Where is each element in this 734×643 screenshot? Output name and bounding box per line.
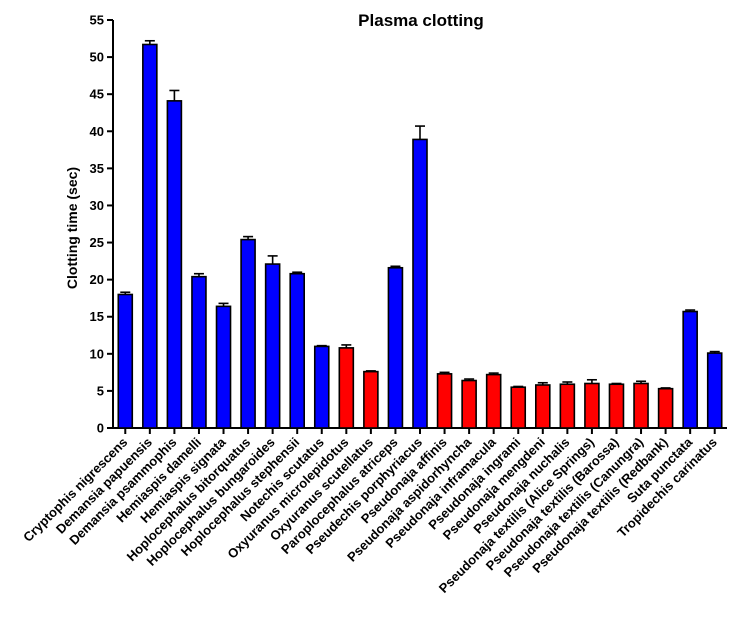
- y-tick-label: 45: [90, 87, 104, 102]
- y-tick-label: 30: [90, 198, 104, 213]
- y-ticks: 0 5 10 15 20 25 30 35 40 45 50 55: [90, 13, 113, 436]
- bar: [608, 383, 625, 429]
- error-bars: [120, 39, 720, 389]
- bar: [461, 379, 477, 429]
- bar: [706, 352, 723, 429]
- y-tick-label: 50: [90, 50, 104, 65]
- bars: [117, 43, 723, 429]
- bar: [485, 373, 502, 429]
- bar: [387, 266, 404, 429]
- bar: [313, 345, 330, 429]
- chart-title: Plasma clotting: [358, 11, 484, 30]
- bar: [338, 347, 355, 429]
- y-tick-label: 40: [90, 124, 104, 139]
- bar: [657, 387, 674, 429]
- bar: [584, 382, 600, 429]
- bar: [117, 293, 134, 429]
- y-tick-label: 55: [90, 13, 104, 28]
- bar: [510, 386, 527, 429]
- bar: [240, 238, 256, 429]
- y-tick-label: 25: [90, 235, 104, 250]
- y-tick-label: 20: [90, 272, 104, 287]
- y-tick-label: 0: [97, 421, 104, 436]
- y-tick-label: 35: [90, 161, 104, 176]
- bar: [191, 275, 207, 429]
- y-axis-label: Clotting time (sec): [64, 167, 80, 289]
- bar: [215, 305, 232, 429]
- bar: [534, 384, 551, 429]
- y-tick-label: 5: [97, 383, 104, 398]
- y-tick-label: 10: [90, 346, 104, 361]
- bar: [559, 383, 576, 429]
- bar: [264, 263, 281, 429]
- bar: [436, 373, 453, 429]
- bar: [289, 272, 306, 429]
- y-tick-label: 15: [90, 309, 104, 324]
- bar: [633, 382, 649, 429]
- bar: [166, 100, 183, 429]
- bar: [412, 138, 428, 429]
- bar: [363, 370, 379, 429]
- bar: [142, 43, 158, 429]
- bar: [682, 310, 698, 429]
